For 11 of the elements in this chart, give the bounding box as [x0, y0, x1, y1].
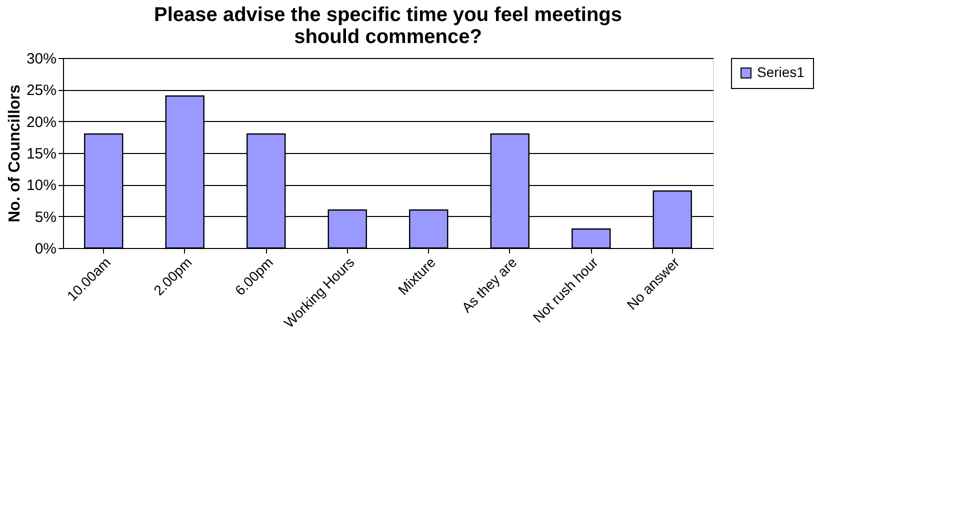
legend-label: Series1 — [757, 64, 805, 80]
y-tick-label: 0% — [34, 240, 56, 258]
y-tick-label: 20% — [26, 114, 56, 131]
y-tick-label: 25% — [26, 82, 56, 100]
x-tick-label: As they are — [458, 254, 520, 316]
y-tick-label: 15% — [26, 146, 56, 162]
chart-title: Please advise the specific time you feel meetings should commence? — [154, 4, 622, 48]
y-tick-label: 5% — [34, 208, 56, 226]
y-tick-label: 10% — [26, 177, 56, 194]
y-axis-title: No. of Councillors — [6, 84, 24, 222]
y-tick-label: 30% — [26, 50, 56, 68]
